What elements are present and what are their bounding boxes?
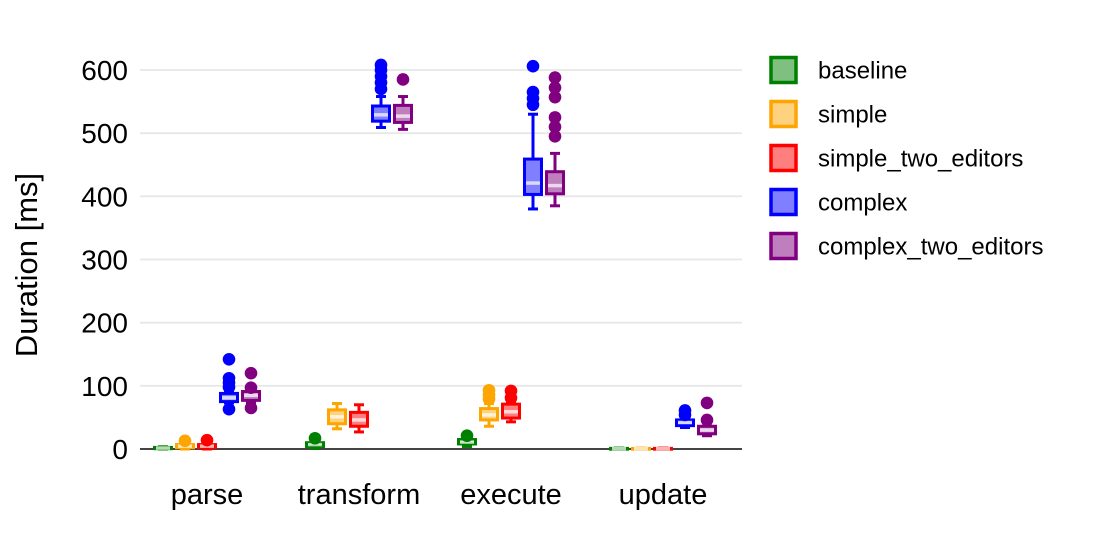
boxplot-complex-transform <box>371 58 391 129</box>
outlier-dot <box>244 366 258 380</box>
outlier-dot <box>244 381 258 395</box>
boxplot-baseline-update <box>609 446 629 451</box>
y-tick-label: 400 <box>81 181 128 212</box>
x-tick-label: execute <box>460 479 562 511</box>
outlier-dot <box>526 59 540 73</box>
boxplot-baseline-execute <box>457 429 477 448</box>
box <box>393 103 413 124</box>
series-complex_two_editors <box>241 71 717 438</box>
boxplot-simple_two_editors-parse <box>197 433 217 451</box>
boxplot-complex_two_editors-parse <box>241 366 261 415</box>
outlier-dot <box>548 81 562 94</box>
boxplot-simple_two_editors-update <box>653 446 673 451</box>
legend-item-baseline: baseline <box>769 55 907 85</box>
legend-item-simple: simple <box>769 99 887 129</box>
legend-label: complex_two_editors <box>818 234 1043 261</box>
legend-item-simple_two_editors: simple_two_editors <box>769 143 1023 173</box>
outlier-dot <box>244 401 258 415</box>
outlier-dot <box>308 431 322 445</box>
series-simple <box>175 383 651 451</box>
legend-swatch-baseline <box>769 55 798 85</box>
boxplot-simple-update <box>631 446 651 451</box>
y-tick-label: 300 <box>81 245 128 276</box>
series-simple_two_editors <box>197 384 673 451</box>
boxplot-simple-execute <box>479 383 499 428</box>
legend-swatch-simple <box>769 99 798 129</box>
outlier-dot <box>700 396 714 410</box>
legend-item-complex: complex <box>769 187 907 217</box>
outlier-dot <box>374 58 388 72</box>
outlier-dot <box>548 130 562 143</box>
x-tick-label: transform <box>298 479 420 511</box>
boxplot-simple_two_editors-transform <box>349 403 369 434</box>
y-tick-label: 0 <box>112 434 128 465</box>
outlier-dot <box>178 434 192 448</box>
boxplot-complex_two_editors-transform <box>393 73 413 131</box>
boxplot-complex-update <box>675 404 695 430</box>
outlier-dot <box>482 383 496 397</box>
outlier-dot <box>548 120 562 134</box>
boxplot-complex_two_editors-execute <box>545 71 565 208</box>
series-baseline <box>153 429 629 451</box>
legend-swatch-complex <box>769 187 798 217</box>
boxplot-complex-parse <box>219 353 239 416</box>
outlier-dot <box>460 429 474 443</box>
legend-item-complex_two_editors: complex_two_editors <box>769 231 1043 261</box>
outlier-dot <box>700 413 714 427</box>
x-tick-labels: parse transform execute update <box>171 479 708 511</box>
box <box>545 170 565 196</box>
legend-label: baseline <box>818 58 907 85</box>
box-glyphs <box>153 58 717 451</box>
y-axis-title: Duration [ms] <box>9 173 44 357</box>
box <box>523 157 543 196</box>
y-tick-label: 100 <box>81 371 128 402</box>
outlier-dot <box>548 71 562 84</box>
x-tick-label: parse <box>171 479 244 511</box>
y-tick-labels: 0 100 200 300 400 500 600 <box>81 55 128 465</box>
outlier-dot <box>222 402 236 416</box>
boxplot-complex_two_editors-update <box>697 396 717 438</box>
y-tick-label: 600 <box>81 55 128 86</box>
outlier-dot <box>396 73 410 86</box>
outlier-dot <box>222 371 236 385</box>
boxplot-complex-execute <box>523 59 543 211</box>
legend-swatch-simple_two_editors <box>769 143 798 173</box>
boxplot-baseline-transform <box>305 431 325 450</box>
y-tick-label: 500 <box>81 118 128 149</box>
outlier-dot <box>504 384 518 398</box>
series-complex <box>219 58 695 430</box>
outlier-dot <box>526 85 540 99</box>
gridlines <box>140 69 742 387</box>
legend-swatch-complex_two_editors <box>769 231 798 261</box>
legend-label: simple <box>818 102 887 129</box>
outlier-dot <box>678 404 692 417</box>
legend-label: simple_two_editors <box>818 146 1023 173</box>
outlier-dot <box>222 353 236 366</box>
outlier-dot <box>200 433 214 447</box>
outlier-dot <box>548 90 562 104</box>
legend-label: complex <box>818 190 907 217</box>
outlier-dot <box>548 111 562 124</box>
boxplot-simple_two_editors-execute <box>501 384 521 424</box>
boxplot-simple-parse <box>175 434 195 451</box>
y-tick-label: 200 <box>81 308 128 339</box>
boxplot-baseline-parse <box>153 445 173 451</box>
x-tick-label: update <box>619 479 708 511</box>
boxplot-simple-transform <box>327 402 347 431</box>
